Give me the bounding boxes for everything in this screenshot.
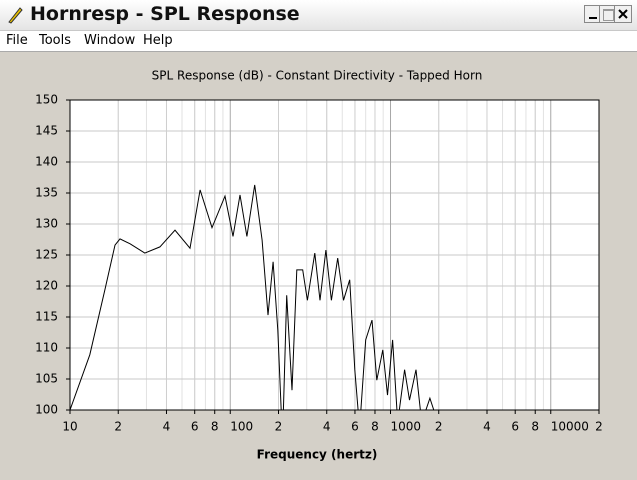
x-tick-label: 6: [351, 420, 359, 434]
y-tick-label: 110: [35, 341, 58, 355]
x-tick-label: 1000: [391, 420, 422, 434]
menu-item[interactable]: Tools: [39, 33, 72, 48]
x-tick-label: 4: [163, 420, 171, 434]
y-tick-label: 105: [35, 372, 58, 386]
chart: SPL Response (dB) - Constant Directivity…: [35, 69, 603, 462]
y-tick-label: 150: [35, 93, 58, 107]
y-tick-label: 120: [35, 279, 58, 293]
x-tick-label: 2: [275, 420, 283, 434]
x-tick-label: 8: [371, 420, 379, 434]
x-tick-label: 4: [483, 420, 491, 434]
chart-title: SPL Response (dB) - Constant Directivity…: [152, 69, 483, 83]
close-button[interactable]: [614, 5, 632, 23]
x-axis-title: Frequency (hertz): [257, 448, 378, 462]
menu-item[interactable]: File: [6, 33, 28, 48]
y-tick-label: 130: [35, 217, 58, 231]
y-tick-label: 100: [35, 403, 58, 417]
y-tick-label: 115: [35, 310, 58, 324]
y-tick-label: 125: [35, 248, 58, 262]
app-icon: [8, 7, 23, 24]
y-tick-label: 135: [35, 186, 58, 200]
x-tick-label: 8: [531, 420, 539, 434]
menu-bar: File Tools Window Help: [0, 31, 637, 52]
y-tick-label: 145: [35, 124, 58, 138]
menu-item[interactable]: Help: [143, 33, 173, 48]
menu-item[interactable]: Window: [84, 33, 136, 48]
window-title: Hornresp - SPL Response: [30, 3, 300, 25]
x-tick-label: 6: [511, 420, 519, 434]
x-tick-label: 100: [230, 420, 253, 434]
plot-border: [69, 99, 600, 411]
x-tick-label: 2: [435, 420, 443, 434]
title-bar: Hornresp - SPL Response: [0, 0, 637, 31]
x-tick-label: 6: [191, 420, 199, 434]
x-tick-label: 10000: [551, 420, 589, 434]
x-tick-label: 2: [114, 420, 122, 434]
x-tick-label: 4: [323, 420, 331, 434]
spl-line: [70, 184, 435, 410]
x-tick-label: 8: [211, 420, 219, 434]
x-tick-label: 10: [62, 420, 77, 434]
y-tick-label: 140: [35, 155, 58, 169]
x-tick-label: 2: [595, 420, 603, 434]
